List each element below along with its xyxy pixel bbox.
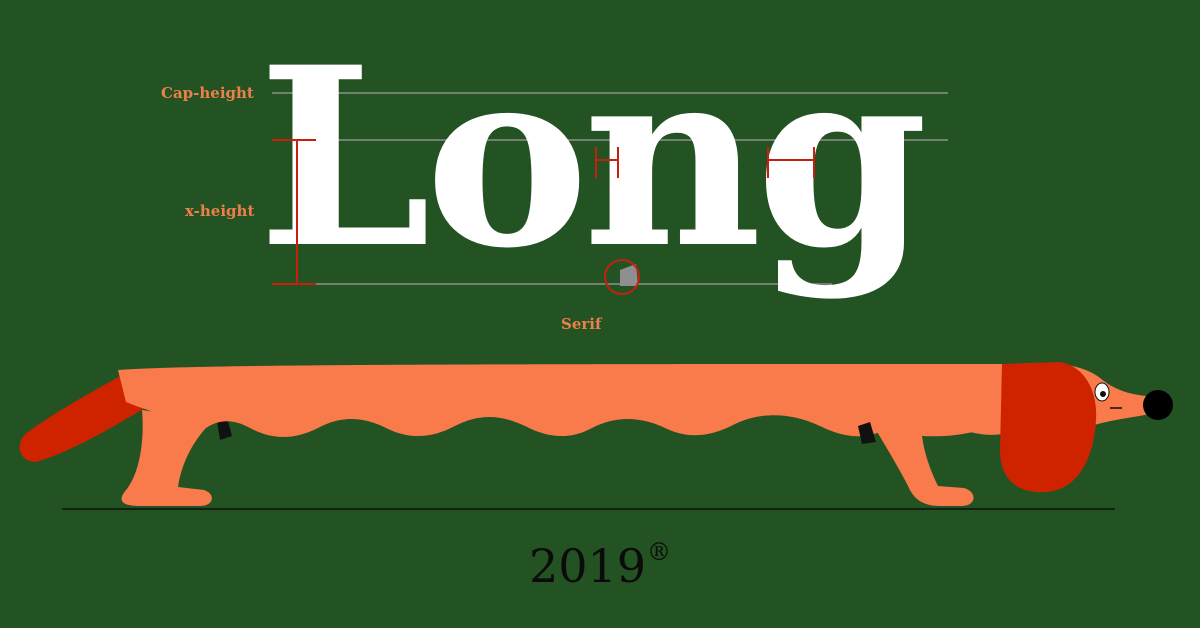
serif-callout [604, 259, 640, 295]
year-mark: 2019® [0, 540, 1200, 589]
dog-ear [1000, 362, 1097, 493]
x-height-bracket [272, 139, 316, 285]
headline-word: Long [258, 14, 928, 303]
x-height-label: x-height [185, 202, 255, 220]
dog-body [118, 364, 1010, 437]
dog-back-leg [121, 410, 214, 506]
dog-tail [19, 372, 146, 462]
serif-label: Serif [561, 315, 602, 333]
year-text: 2019 [528, 539, 647, 593]
dog-nose [1143, 390, 1173, 420]
registered-mark: ® [647, 538, 672, 566]
sidebearing-measure-right [767, 147, 815, 178]
dog-front-leg-shadow [858, 422, 876, 444]
dog-front-leg [870, 420, 1005, 506]
cap-height-label: Cap-height [161, 84, 254, 102]
dog-eye [1094, 382, 1110, 402]
sidebearing-measure-left [595, 147, 619, 178]
